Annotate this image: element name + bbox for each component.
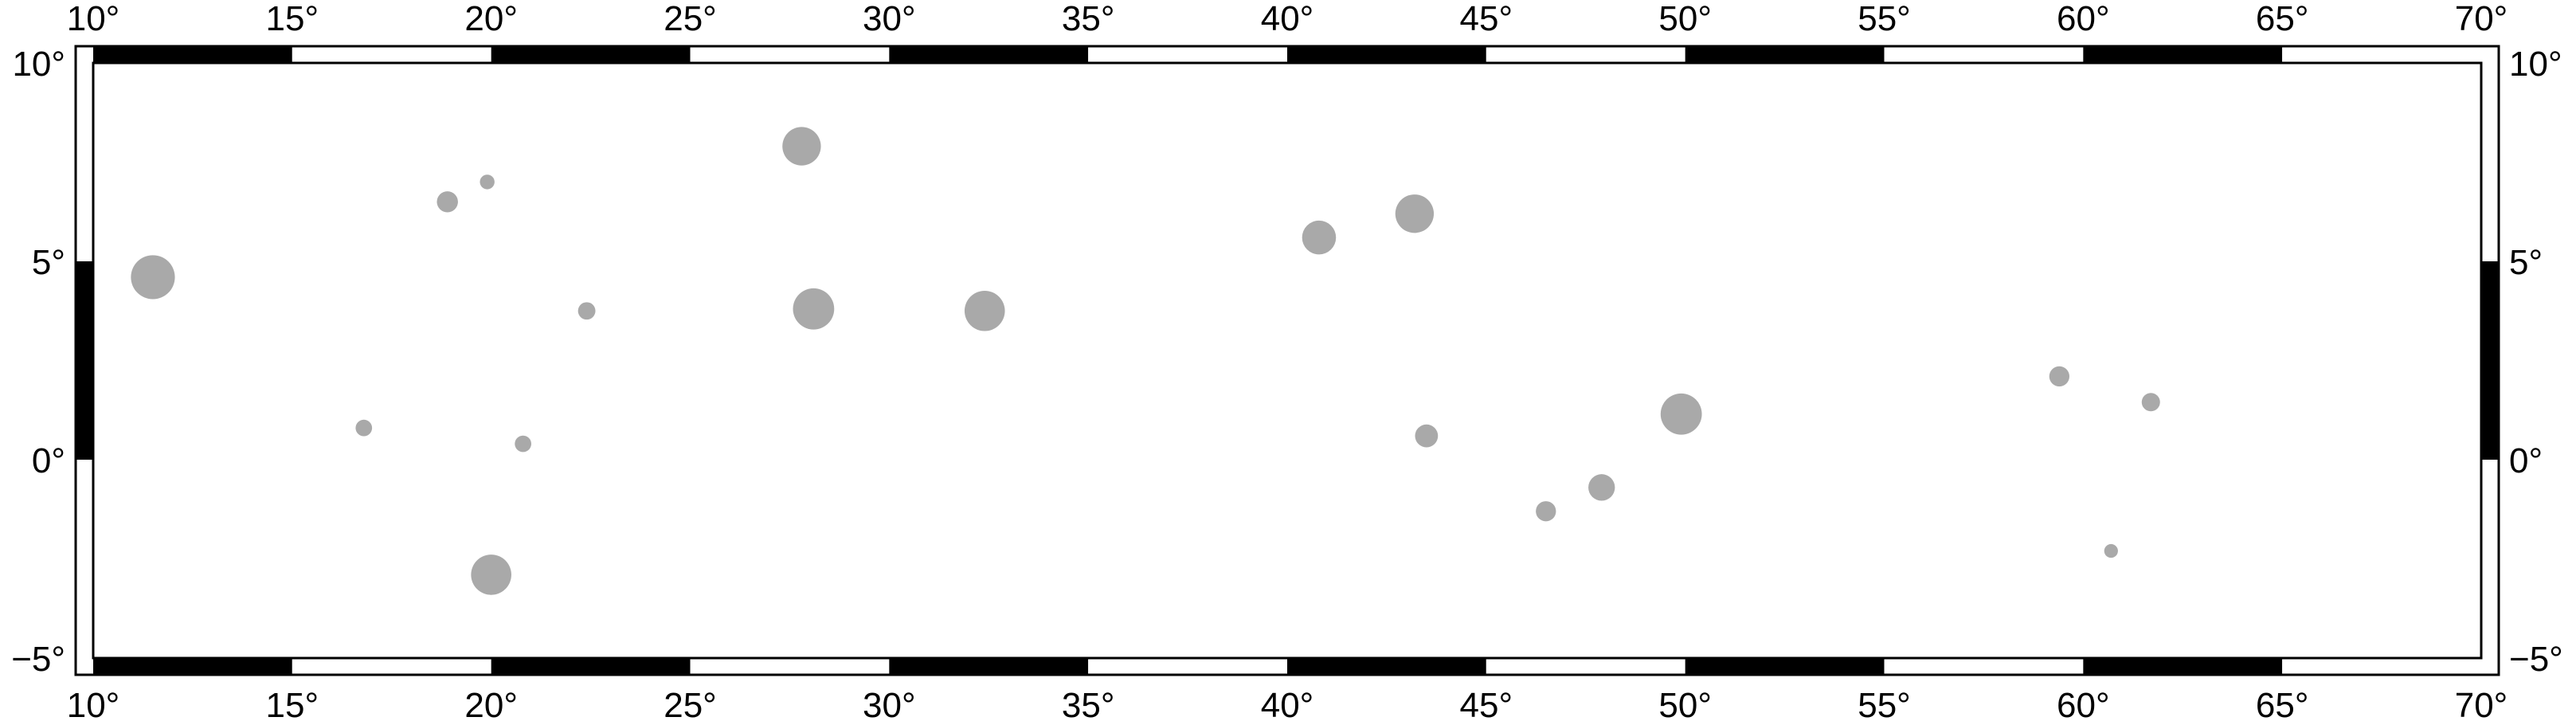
data-symbol-circle bbox=[1415, 424, 1439, 448]
data-symbol-circle bbox=[437, 191, 458, 213]
frame-segment-bottom bbox=[1884, 658, 2084, 675]
map-frame bbox=[74, 45, 2500, 676]
frame-segment-bottom bbox=[1685, 658, 1885, 675]
frame-segment-top bbox=[889, 46, 1089, 63]
lat-tick-label-left: 0° bbox=[32, 441, 65, 480]
frame-segment-bottom bbox=[491, 658, 691, 675]
lon-tick-label-top: 40° bbox=[1261, 0, 1314, 38]
frame-segment-bottom bbox=[2083, 658, 2283, 675]
lon-tick-label-top: 55° bbox=[1858, 0, 1911, 38]
frame-segment-top bbox=[1088, 46, 1287, 63]
map-area bbox=[93, 63, 2481, 658]
lon-tick-label-top: 45° bbox=[1460, 0, 1513, 38]
frame-segment-left bbox=[76, 460, 93, 658]
lon-tick-label-bottom: 15° bbox=[266, 686, 319, 721]
frame-segment-left bbox=[76, 261, 93, 460]
data-symbol-circle bbox=[1536, 501, 1556, 522]
lon-tick-label-bottom: 25° bbox=[664, 686, 717, 721]
frame-segment-bottom bbox=[292, 658, 491, 675]
lat-tick-label-right: 5° bbox=[2509, 243, 2543, 282]
data-symbol-circle bbox=[2104, 543, 2118, 558]
frame-outer-line bbox=[74, 45, 2500, 676]
lon-tick-label-bottom: 35° bbox=[1062, 686, 1115, 721]
lon-tick-label-top: 15° bbox=[266, 0, 319, 38]
lon-tick-label-bottom: 20° bbox=[464, 686, 518, 721]
data-symbol-circle bbox=[1302, 220, 1337, 255]
frame-segment-bottom bbox=[93, 658, 292, 675]
data-symbol-circle bbox=[471, 554, 511, 595]
frame-segment-top bbox=[2282, 46, 2481, 63]
data-symbol-circle bbox=[1660, 393, 1702, 435]
frame-segment-bottom bbox=[690, 658, 890, 675]
lon-tick-label-top: 10° bbox=[67, 0, 120, 38]
lon-tick-label-bottom: 65° bbox=[2256, 686, 2309, 721]
lon-tick-label-bottom: 40° bbox=[1261, 686, 1314, 721]
frame-segment-right bbox=[2481, 460, 2499, 658]
lat-tick-label-right: −5° bbox=[2509, 640, 2563, 679]
lon-tick-label-bottom: 45° bbox=[1460, 686, 1513, 721]
data-symbol-circle bbox=[1588, 474, 1615, 501]
lon-tick-label-bottom: 55° bbox=[1858, 686, 1911, 721]
lon-tick-label-bottom: 60° bbox=[2057, 686, 2110, 721]
data-symbol-circle bbox=[480, 174, 495, 190]
data-symbol-circle bbox=[2141, 393, 2160, 412]
lon-tick-label-bottom: 10° bbox=[67, 686, 120, 721]
lon-tick-label-top: 65° bbox=[2256, 0, 2309, 38]
lon-tick-label-bottom: 70° bbox=[2455, 686, 2508, 721]
data-symbol-circle bbox=[355, 419, 373, 437]
frame-segment-top bbox=[1685, 46, 1885, 63]
lat-tick-label-left: −5° bbox=[11, 640, 65, 679]
frame-segment-bottom bbox=[1287, 658, 1486, 675]
lat-tick-label-right: 10° bbox=[2509, 45, 2562, 84]
lat-tick-label-left: 5° bbox=[32, 243, 65, 282]
data-symbol-circle bbox=[782, 127, 821, 166]
frame-segment-top bbox=[292, 46, 491, 63]
frame-segment-left bbox=[76, 63, 93, 261]
frame-segment-bottom bbox=[2282, 658, 2481, 675]
data-symbol-circle bbox=[131, 255, 175, 300]
data-symbol-circle bbox=[577, 302, 596, 320]
lon-tick-label-top: 60° bbox=[2057, 0, 2110, 38]
frame-segment-top bbox=[1884, 46, 2084, 63]
lon-tick-label-top: 50° bbox=[1658, 0, 1712, 38]
lon-tick-label-top: 20° bbox=[464, 0, 518, 38]
frame-segment-right bbox=[2481, 261, 2499, 460]
lon-tick-label-bottom: 30° bbox=[863, 686, 916, 721]
lon-tick-label-top: 30° bbox=[863, 0, 916, 38]
frame-segment-top bbox=[1287, 46, 1486, 63]
frame-inner-line bbox=[92, 61, 2483, 660]
data-symbol-circle bbox=[964, 290, 1005, 331]
frame-segment-bottom bbox=[1088, 658, 1287, 675]
frame-segment-top bbox=[1486, 46, 1685, 63]
frame-segment-bottom bbox=[889, 658, 1089, 675]
tick-label-layer: 10°10°15°15°20°20°25°25°30°30°35°35°40°4… bbox=[11, 0, 2563, 721]
lat-tick-label-right: 0° bbox=[2509, 441, 2543, 480]
lon-tick-label-top: 25° bbox=[664, 0, 717, 38]
lat-tick-label-left: 10° bbox=[12, 45, 65, 84]
data-symbol-circle bbox=[2049, 366, 2070, 387]
data-symbol-circle bbox=[515, 435, 531, 453]
data-symbol-circle bbox=[793, 288, 835, 330]
frame-segment-top bbox=[690, 46, 890, 63]
data-symbol-circle bbox=[1395, 194, 1435, 233]
frame-segment-top bbox=[2083, 46, 2283, 63]
frame-segment-bottom bbox=[1486, 658, 1685, 675]
frame-segment-right bbox=[2481, 63, 2499, 261]
frame-segment-top bbox=[491, 46, 691, 63]
symbol-layer bbox=[131, 127, 2160, 595]
frame-segment-top bbox=[93, 46, 292, 63]
lon-tick-label-top: 70° bbox=[2455, 0, 2508, 38]
lon-tick-label-bottom: 50° bbox=[1658, 686, 1712, 721]
lon-tick-label-top: 35° bbox=[1062, 0, 1115, 38]
